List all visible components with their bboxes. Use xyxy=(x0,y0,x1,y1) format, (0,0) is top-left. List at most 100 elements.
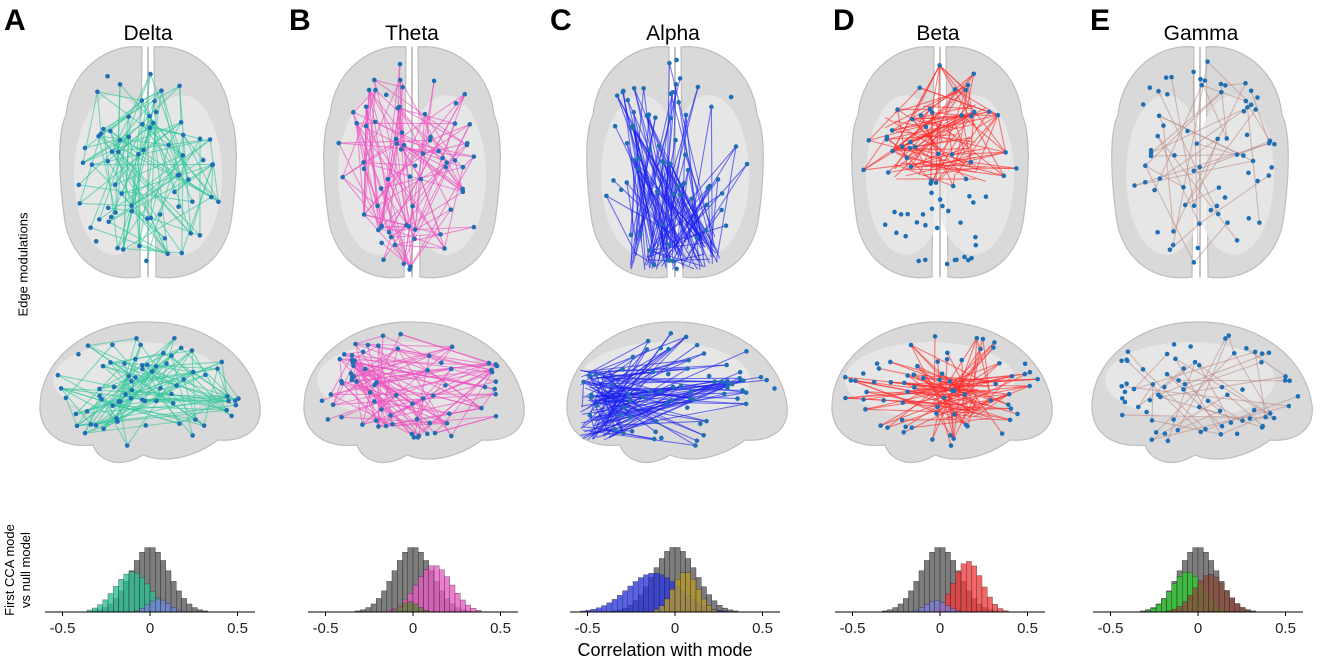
histogram-bar xyxy=(908,590,914,613)
panel-letter-c: C xyxy=(550,4,572,37)
histogram-bar xyxy=(976,575,983,613)
histogram-bar xyxy=(643,574,649,613)
histogram-bar xyxy=(1197,580,1204,613)
histogram-bar xyxy=(1187,595,1193,613)
histogram-bar xyxy=(1234,603,1241,613)
histogram-bar xyxy=(460,599,466,613)
histogram-bar xyxy=(191,607,198,613)
brain-side-view-delta xyxy=(39,321,261,464)
histogram-bar xyxy=(695,589,702,613)
histogram-bar xyxy=(659,605,665,613)
histogram-bar xyxy=(945,605,951,613)
edges-top-gamma xyxy=(1134,61,1275,263)
histogram-bar xyxy=(128,571,135,613)
histogram-bar xyxy=(701,598,707,613)
x-tick-label: 0 xyxy=(936,620,944,637)
histogram-bar xyxy=(685,572,691,613)
edges-side-beta xyxy=(845,336,1038,446)
x-tick-label: -0.5 xyxy=(840,620,866,637)
histogram-bar xyxy=(981,586,988,613)
edges-side-delta xyxy=(57,337,239,446)
histogram-bar xyxy=(632,581,639,613)
histogram-bar xyxy=(1171,583,1178,613)
histogram-bar xyxy=(950,582,956,613)
histogram-bar xyxy=(934,600,941,613)
histogram-bar xyxy=(1203,575,1209,613)
histogram-bar xyxy=(1150,607,1157,613)
histogram-bar xyxy=(412,603,419,613)
histogram-bar xyxy=(1224,590,1230,613)
histogram-bar xyxy=(929,601,935,613)
x-tick-label: -0.5 xyxy=(50,620,76,637)
histogram-bar xyxy=(892,607,899,613)
panel-letter-a: A xyxy=(4,4,26,37)
histogram-bar xyxy=(1229,597,1235,613)
x-tick-label: 0 xyxy=(671,620,679,637)
band-title-gamma: Gamma xyxy=(1163,22,1239,45)
x-tick-label: 0.5 xyxy=(1017,620,1038,637)
histogram-bar xyxy=(397,606,403,613)
histogram-bar xyxy=(423,569,429,613)
histogram-bar xyxy=(391,570,398,613)
histogram-bar xyxy=(92,607,98,613)
histogram-bar xyxy=(924,604,930,613)
histogram-bar xyxy=(186,603,193,613)
histogram-bar xyxy=(966,561,972,613)
histogram-bar xyxy=(181,598,187,613)
histogram-bar xyxy=(418,607,424,613)
histogram-bar xyxy=(997,608,1004,613)
x-tick-label: 0.5 xyxy=(752,620,773,637)
histogram-beta: -0.5 0 0.5 xyxy=(835,547,1045,637)
histogram-bar xyxy=(627,585,634,613)
histogram-bar xyxy=(1213,576,1220,613)
histogram-bar xyxy=(680,572,686,613)
histogram-gamma: -0.5 0 0.5 xyxy=(1093,547,1303,637)
histogram-bar xyxy=(913,581,920,613)
histogram-bar xyxy=(638,577,644,613)
edges-top-alpha xyxy=(605,62,748,271)
band-title-theta: Theta xyxy=(385,22,439,45)
x-tick-label: 0 xyxy=(146,620,154,637)
x-tick-label: -0.5 xyxy=(1098,620,1124,637)
histogram-bar xyxy=(370,603,377,613)
histogram-bar xyxy=(160,599,166,613)
histogram-bar xyxy=(1155,604,1162,613)
histogram-bar xyxy=(465,604,471,613)
histogram-bar xyxy=(897,603,904,613)
histogram-bar xyxy=(950,608,956,613)
histogram-bar xyxy=(987,596,993,613)
histogram-bar xyxy=(653,572,660,613)
brain-networks xyxy=(39,46,1313,464)
histogram-bar xyxy=(664,598,670,613)
histogram-bar xyxy=(407,601,414,613)
histogram-bar xyxy=(674,579,681,613)
histogram-bar xyxy=(428,565,435,613)
histogram-bar xyxy=(439,569,445,613)
x-tick-label: 0.5 xyxy=(490,620,511,637)
histogram-bar xyxy=(939,601,946,613)
histogram-bar xyxy=(97,604,103,613)
histogram-bar xyxy=(386,581,393,613)
histogram-bar xyxy=(402,602,408,613)
histogram-bar xyxy=(606,602,613,613)
histogram-bar xyxy=(381,590,387,613)
x-tick-label: -0.5 xyxy=(575,620,601,637)
histogram-bar xyxy=(918,570,925,613)
x-axis-label: Correlation with mode xyxy=(577,640,753,660)
brain-top-view-theta xyxy=(323,46,501,279)
x-tick-label: -0.5 xyxy=(313,620,339,637)
histogram-bar xyxy=(918,607,925,613)
histogram-bar xyxy=(601,605,607,613)
histogram-bar xyxy=(960,563,967,613)
series-2 xyxy=(134,598,182,613)
histogram-bar xyxy=(139,577,145,613)
x-tick-label: 0.5 xyxy=(227,620,248,637)
histogram-bar xyxy=(1166,591,1172,613)
histogram-bar xyxy=(992,604,998,613)
histogram-theta: -0.5 0 0.5 xyxy=(308,547,518,637)
histogram-bar xyxy=(365,607,372,613)
brain-top-view-delta xyxy=(59,46,237,279)
histogram-bar xyxy=(444,576,450,613)
panel-letter-d: D xyxy=(833,4,855,37)
series-2 xyxy=(1166,574,1251,613)
